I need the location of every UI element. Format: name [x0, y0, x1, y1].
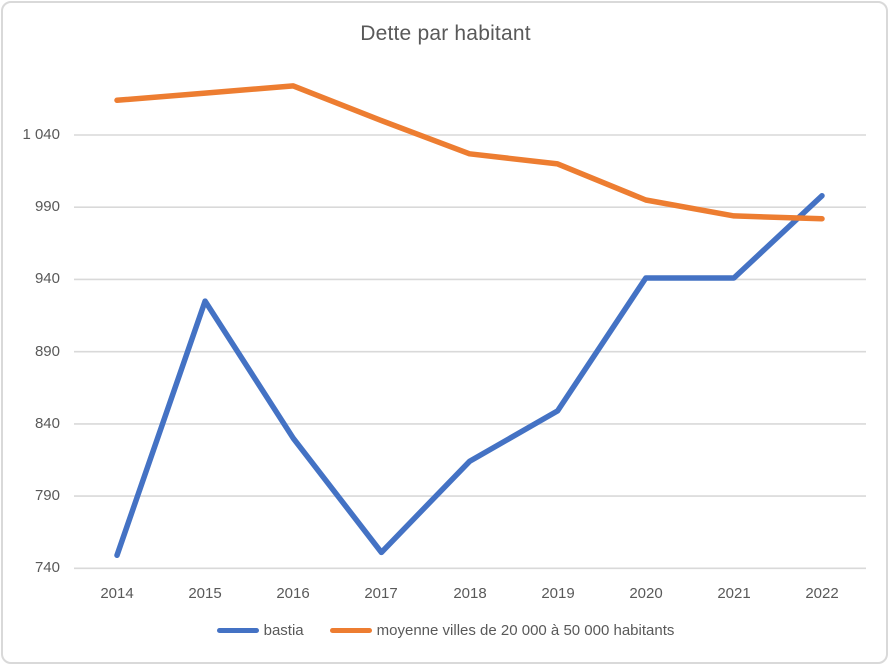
- y-axis-tick-label: 1 040: [22, 126, 60, 143]
- x-axis-tick-label: 2019: [541, 585, 575, 602]
- legend-label-bastia: bastia: [263, 622, 304, 639]
- y-axis-tick-label: 740: [34, 559, 60, 576]
- chart-title: Dette par habitant: [360, 22, 531, 45]
- series-line-moyenne: [114, 83, 825, 222]
- legend-line-swatch-moyenne: [329, 628, 372, 633]
- y-axis-tick-label: 840: [34, 415, 60, 432]
- x-axis-tick-label: 2020: [629, 585, 663, 602]
- x-axis-tick-label: 2015: [188, 585, 222, 602]
- x-axis-tick-label: 2022: [805, 585, 839, 602]
- x-axis-tick-label: 2021: [717, 585, 751, 602]
- legend-item-moyenne: moyenne villes de 20 000 à 50 000 habita…: [329, 622, 675, 639]
- x-axis-tick-label: 2016: [276, 585, 310, 602]
- legend-label-moyenne: moyenne villes de 20 000 à 50 000 habita…: [376, 622, 675, 639]
- legend: bastia moyenne villes de 20 000 à 50 000…: [0, 622, 891, 639]
- series-line-bastia: [114, 192, 825, 559]
- x-axis-tick-label: 2018: [453, 585, 487, 602]
- y-axis-tick-label: 990: [34, 198, 60, 215]
- legend-line-swatch-bastia: [216, 628, 259, 633]
- y-axis-tick-label: 940: [34, 270, 60, 287]
- x-axis-tick-label: 2014: [100, 585, 134, 602]
- y-axis-tick-label: 790: [34, 487, 60, 504]
- x-axis-tick-label: 2017: [364, 585, 398, 602]
- y-axis-tick-label: 890: [34, 343, 60, 360]
- legend-item-bastia: bastia: [216, 622, 304, 639]
